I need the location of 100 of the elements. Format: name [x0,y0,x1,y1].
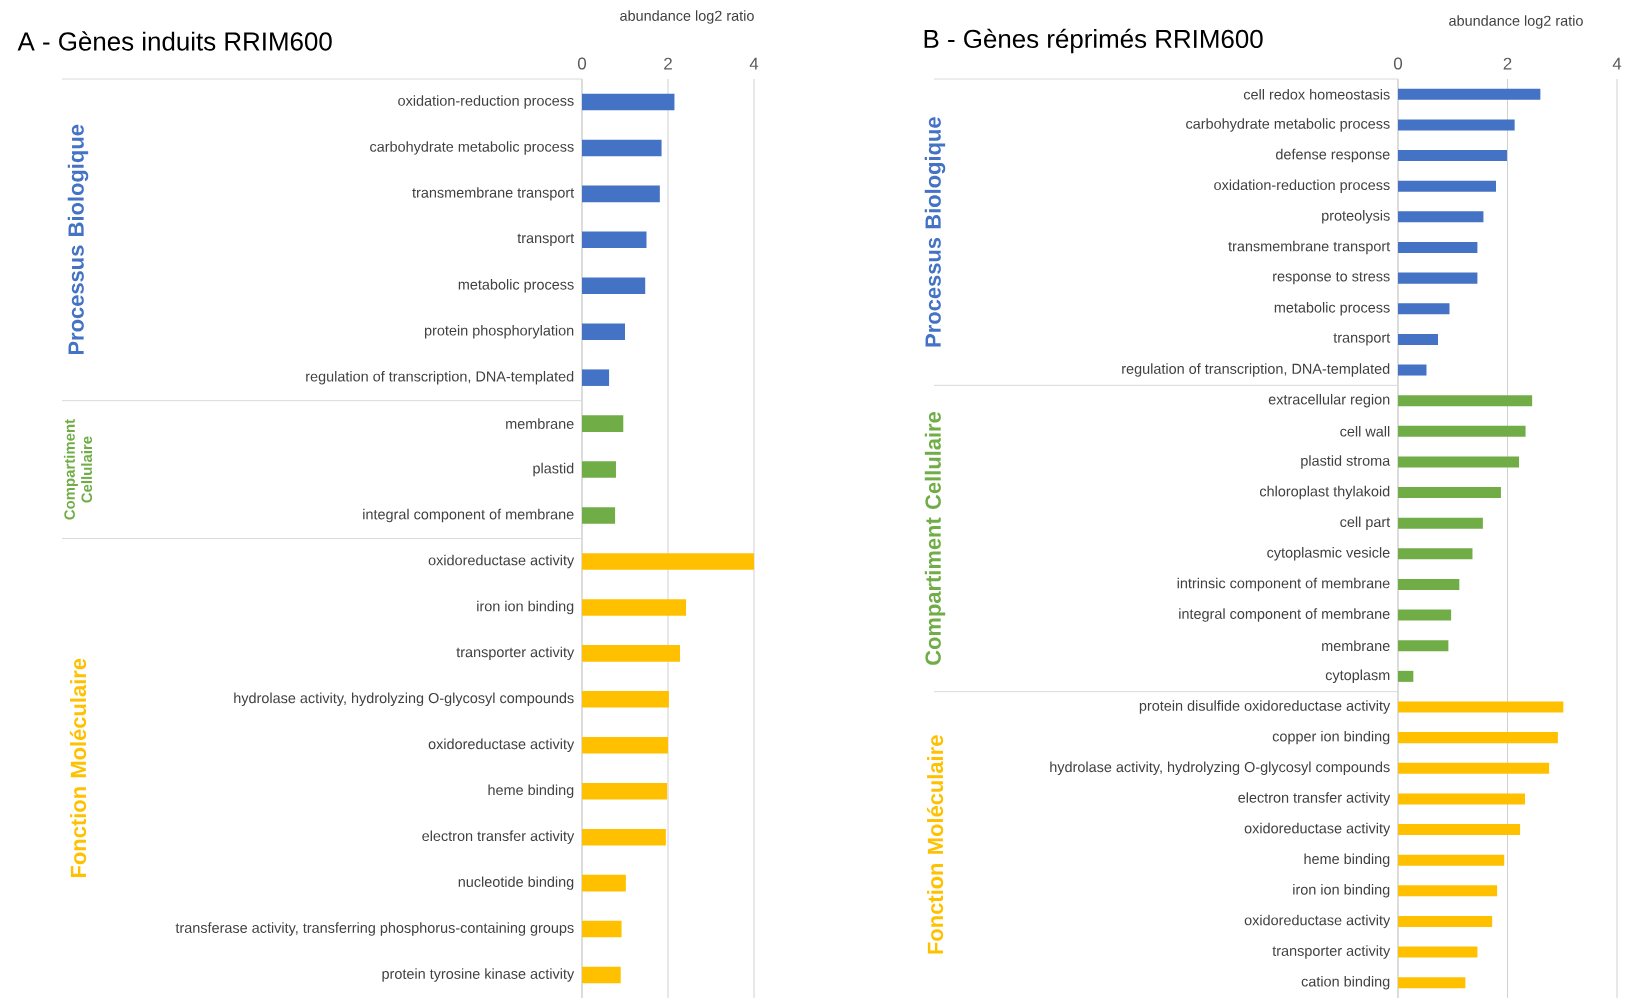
bar [1398,824,1521,836]
y-tick-label: cell redox homeostasis [1243,89,1390,100]
y-tick-label: cytoplasm [1325,669,1390,684]
x-tick-label: 4 [749,57,759,70]
bar [1398,272,1478,284]
bar [1398,119,1515,131]
y-tick-label: iron ion binding [477,600,574,615]
text: Processus Biologique [924,117,946,347]
y-tick-label: transmembrane transport [412,187,575,201]
y-tick-label: plastid [533,462,574,477]
y-tick-label: oxidoreductase activity [1244,914,1391,929]
bar [582,139,662,157]
bar [582,277,646,295]
y-tick-label: iron ion binding [1293,884,1390,898]
bar [1398,364,1427,376]
y-tick-label: response to stress [1273,271,1390,285]
y-tick-label: carbohydrate metabolic process [370,141,574,155]
bar [1398,762,1550,774]
bar [1398,241,1478,253]
bar [582,920,622,938]
y-tick-label: regulation of transcription, DNA-templated [1122,363,1390,377]
bar [582,737,668,754]
y-tick-label: cell wall [1340,425,1390,437]
bar [1398,211,1484,223]
bar [1398,487,1501,499]
bar [582,874,626,892]
y-tick-label: protein phosphorylation [424,325,574,339]
y-tick-label: metabolic process [458,279,574,293]
y-tick-label: transmembrane transport [1228,240,1391,255]
y-tick-label: transferase activity, transferring phosphorus-containing groups [175,922,574,936]
y-tick-label: proteolysis [1322,210,1390,224]
y-tick-label: transport [1333,333,1391,346]
text: Compartiment Cellulaire [924,412,946,665]
bar [1398,946,1478,958]
text: A - Gènes induits RRIM600 [17,31,332,51]
bar [1398,977,1466,989]
y-tick-label: integral component of membrane [1179,608,1390,622]
y-tick-label: copper ion binding [1272,730,1390,745]
bar [1398,425,1526,437]
bar [1398,88,1541,100]
bar [582,782,668,800]
bar [582,599,687,616]
bar [1398,670,1414,682]
y-tick-label: cell part [1340,516,1391,530]
x-tick-label: 0 [577,57,587,70]
text: Compartiment Cellulaire [63,419,93,520]
y-tick-label: integral component of membrane [363,508,574,523]
y-tick-label: oxidation-reduction process [398,95,574,109]
bar [1398,732,1558,744]
bar [582,645,681,662]
bar [1398,701,1564,713]
y-tick-label: oxidoreductase activity [428,738,575,753]
text: Fonction Moléculaire [926,735,944,954]
y-tick-label: membrane [506,418,574,429]
bar [582,369,610,386]
bar [1398,885,1498,897]
x-tick-label: 2 [1503,57,1512,70]
y-tick-label: chloroplast thylakoid [1259,485,1390,500]
bar [1398,456,1520,468]
bar [582,507,616,524]
y-tick-label: extracellular region [1268,393,1390,408]
y-tick-label: metabolic process [1274,302,1390,316]
bar [582,415,624,432]
bar [582,461,616,478]
bar [1398,517,1483,529]
bar [582,553,754,570]
text: Fonction Moléculaire [69,658,87,877]
y-tick-label: intrinsic component of membrane [1177,577,1390,592]
y-tick-label: oxidoreductase activity [1244,822,1391,837]
bar [1398,793,1526,805]
bar [1398,180,1497,192]
bar [1398,303,1450,315]
y-tick-label: carbohydrate metabolic process [1186,118,1390,132]
bar [1398,333,1438,345]
x-tick-label: 0 [1393,57,1403,70]
y-tick-label: nucleotide binding [458,876,574,890]
bar [1398,915,1493,927]
y-tick-label: heme binding [488,784,574,798]
y-tick-label: electron transfer activity [1238,792,1391,806]
y-tick-label: plastid stroma [1301,455,1391,469]
y-tick-label: oxidoreductase activity [428,554,575,569]
bar [1398,640,1449,652]
bar [1398,578,1460,590]
bar [582,691,669,708]
text: B - Gènes réprimés RRIM600 [924,28,1263,54]
y-tick-label: protein disulfide oxidoreductase activity [1139,700,1391,714]
bar [582,185,660,203]
bar [1398,548,1473,560]
y-tick-label: electron transfer activity [422,830,575,844]
y-tick-label: membrane [1322,640,1390,652]
bar [582,93,675,111]
bar [1398,854,1505,866]
y-tick-label: protein tyrosine kinase activity [382,968,575,982]
y-tick-label: regulation of transcription, DNA-templated [306,370,574,385]
x-axis-title: abundance log2 ratio [1449,15,1583,29]
y-tick-label: hydrolase activity, hydrolyzing O-glycosyl compounds [234,692,574,707]
text: Processus Biologique [67,124,89,355]
y-tick-label: hydrolase activity, hydrolyzing O-glycosyl compounds [1050,761,1390,775]
y-tick-label: heme binding [1304,853,1390,867]
x-tick-label: 4 [1612,57,1622,70]
